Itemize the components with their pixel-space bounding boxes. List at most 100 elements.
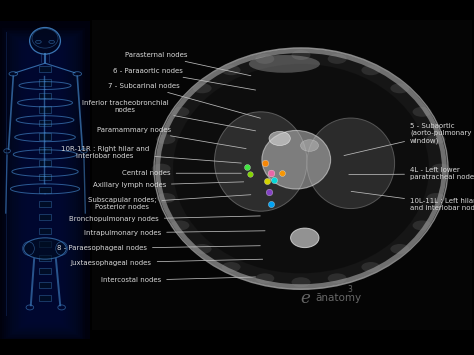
Text: Parasternal nodes: Parasternal nodes xyxy=(125,52,251,76)
Point xyxy=(244,164,251,170)
Text: Subscapular nodes;
Posterior nodes: Subscapular nodes; Posterior nodes xyxy=(88,195,251,209)
Bar xyxy=(92,18,472,330)
Bar xyxy=(39,120,51,126)
Bar xyxy=(39,255,51,261)
Point xyxy=(278,170,286,176)
Ellipse shape xyxy=(24,238,66,259)
Ellipse shape xyxy=(49,40,55,43)
Ellipse shape xyxy=(427,193,446,203)
Ellipse shape xyxy=(255,54,274,64)
Bar xyxy=(39,201,51,207)
Bar xyxy=(0,21,90,341)
Text: 3: 3 xyxy=(347,285,352,294)
Ellipse shape xyxy=(291,228,319,247)
Ellipse shape xyxy=(361,262,380,272)
Point xyxy=(246,171,254,177)
Text: 7 - Subcarinal nodes: 7 - Subcarinal nodes xyxy=(109,83,260,118)
Ellipse shape xyxy=(412,107,431,117)
Ellipse shape xyxy=(29,27,61,54)
Text: 6 - Paraaortic nodes: 6 - Paraaortic nodes xyxy=(113,68,255,90)
Ellipse shape xyxy=(391,244,410,254)
Bar xyxy=(39,241,51,247)
Bar xyxy=(29,48,59,321)
Ellipse shape xyxy=(173,64,429,273)
Text: Intrapulmonary nodes: Intrapulmonary nodes xyxy=(84,230,265,236)
Bar xyxy=(2,28,85,341)
Ellipse shape xyxy=(36,40,41,43)
Ellipse shape xyxy=(412,220,431,230)
Text: 8 - Paraesophageal nodes: 8 - Paraesophageal nodes xyxy=(57,246,260,251)
Text: Bronchopulmonary nodes: Bronchopulmonary nodes xyxy=(69,216,260,222)
Bar xyxy=(39,79,51,86)
Bar xyxy=(8,33,80,337)
Point xyxy=(267,201,275,207)
Text: 10L-11L : Left hilar
and interlobar nodes: 10L-11L : Left hilar and interlobar node… xyxy=(351,191,474,211)
Ellipse shape xyxy=(292,50,310,60)
Bar xyxy=(6,31,82,338)
Ellipse shape xyxy=(361,65,380,75)
Bar xyxy=(10,34,78,335)
Ellipse shape xyxy=(222,262,241,272)
Bar xyxy=(19,41,68,328)
Bar xyxy=(33,51,55,318)
Bar xyxy=(39,106,51,113)
Point xyxy=(265,189,273,195)
Text: Juxtaesophageal nodes: Juxtaesophageal nodes xyxy=(71,259,263,266)
Bar xyxy=(38,55,49,314)
Ellipse shape xyxy=(391,83,410,93)
Bar xyxy=(25,45,63,324)
Ellipse shape xyxy=(192,83,211,93)
Bar xyxy=(14,37,74,332)
Bar xyxy=(39,147,51,153)
Bar xyxy=(39,268,51,274)
Ellipse shape xyxy=(154,48,448,289)
Ellipse shape xyxy=(221,65,240,75)
Point xyxy=(270,178,278,183)
Text: Central nodes: Central nodes xyxy=(122,170,241,176)
Bar xyxy=(36,54,51,315)
Text: Inferior tracheobronchial
nodes: Inferior tracheobronchial nodes xyxy=(82,100,255,131)
Bar xyxy=(39,133,51,140)
Bar xyxy=(31,50,57,320)
Bar xyxy=(12,36,76,334)
Bar xyxy=(4,30,83,339)
Ellipse shape xyxy=(307,118,394,208)
Text: 5 - Subaortic
(aorto-pulmonary
window): 5 - Subaortic (aorto-pulmonary window) xyxy=(344,122,471,155)
Point xyxy=(267,170,275,176)
Ellipse shape xyxy=(214,112,307,211)
Ellipse shape xyxy=(249,55,320,73)
Bar xyxy=(39,228,51,234)
Text: 4L - Left lower
paratracheal nodes: 4L - Left lower paratracheal nodes xyxy=(349,168,474,180)
Bar xyxy=(39,174,51,180)
Ellipse shape xyxy=(156,134,175,144)
Bar xyxy=(21,43,66,327)
Bar xyxy=(16,38,72,331)
Ellipse shape xyxy=(292,277,310,287)
Bar xyxy=(35,53,53,317)
Bar xyxy=(39,93,51,99)
Bar xyxy=(39,160,51,166)
Ellipse shape xyxy=(156,193,175,203)
Text: ānatomy: ānatomy xyxy=(315,293,361,303)
Ellipse shape xyxy=(171,107,190,117)
Text: 10R-11R : Right hilar and
interlobar nodes: 10R-11R : Right hilar and interlobar nod… xyxy=(61,146,241,163)
Text: Paramammary nodes: Paramammary nodes xyxy=(97,127,246,149)
Ellipse shape xyxy=(171,220,190,230)
Bar xyxy=(0,339,474,355)
Ellipse shape xyxy=(269,131,290,146)
Bar xyxy=(18,40,70,329)
Ellipse shape xyxy=(192,244,211,254)
Text: e: e xyxy=(301,290,310,307)
Ellipse shape xyxy=(152,164,171,174)
Bar xyxy=(39,187,51,193)
Bar xyxy=(0,0,474,20)
Ellipse shape xyxy=(255,273,274,283)
Bar xyxy=(39,66,51,72)
Ellipse shape xyxy=(328,54,346,64)
Bar xyxy=(39,295,51,301)
Bar xyxy=(6,32,7,316)
Ellipse shape xyxy=(431,164,450,174)
Point xyxy=(263,178,271,184)
Text: Axillary lymph nodes: Axillary lymph nodes xyxy=(92,182,244,188)
Ellipse shape xyxy=(262,130,331,189)
